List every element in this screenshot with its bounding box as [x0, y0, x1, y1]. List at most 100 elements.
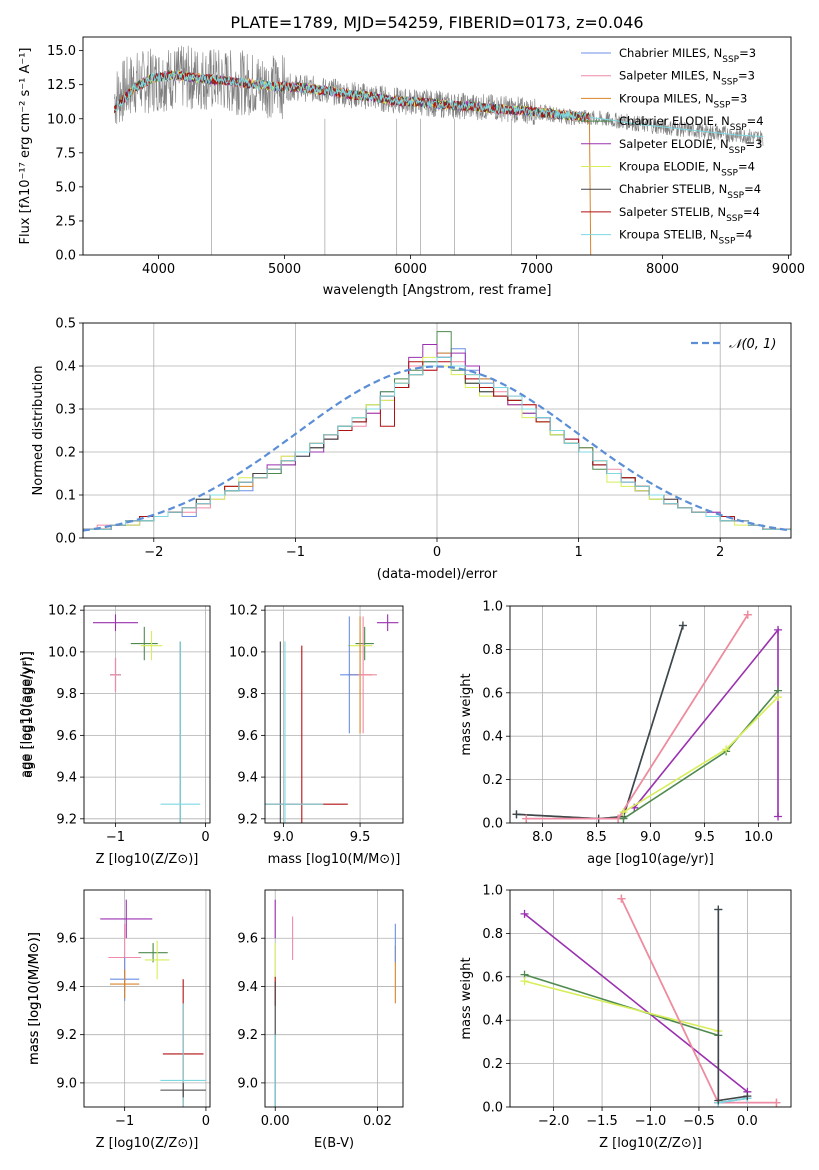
y-tick-label: 0.5	[55, 317, 76, 332]
plot-area-weight-vs-Z	[510, 890, 791, 1107]
x-axis-label: mass [log10(M/M⊙)]	[268, 852, 401, 867]
y-tick-label: 9.4	[237, 771, 258, 786]
y-tick-label: 0.4	[55, 360, 76, 375]
plot-area-mass-vs-Z	[84, 890, 210, 1107]
miles-cutoff	[588, 117, 592, 255]
y-tick-label: 0.8	[482, 643, 503, 658]
errorbar-point	[144, 940, 170, 980]
errorbar-point	[93, 614, 138, 632]
y-tick-label: 12.5	[47, 78, 76, 93]
y-tick-label: 10.2	[229, 604, 258, 619]
weight-marker	[774, 625, 783, 634]
y-tick-label: 0.2	[482, 1057, 503, 1072]
errorbar-point	[138, 943, 168, 963]
y-tick-label: 0.6	[482, 970, 503, 985]
y-tick-label: 9.2	[237, 1028, 258, 1043]
y-tick-label: 15.0	[47, 44, 76, 59]
weight-line	[524, 980, 719, 1032]
x-tick-label: 0.02	[363, 1114, 392, 1129]
y-tick-label: 9.2	[237, 812, 258, 827]
errorbar-point	[376, 614, 399, 632]
y-tick-label: 9.2	[56, 1028, 77, 1043]
y-tick-label: 1.0	[482, 600, 503, 615]
axes-frame	[82, 322, 792, 539]
y-tick-label: 9.8	[237, 687, 258, 702]
y-axis-label-mass: mass [log10(M/M⊙)]	[27, 932, 42, 1065]
y-tick-label: 0.0	[55, 249, 76, 264]
weight-marker	[714, 905, 723, 914]
figure-title: PLATE=1789, MJD=54259, FIBERID=0173, z=0…	[230, 13, 643, 32]
panel-mass-vs-ebv: 0.00 0.02 9.0 9.2 9.4 9.6 E(B-V)	[237, 889, 404, 1151]
y-tick-label: 9.6	[237, 729, 258, 744]
y-tick-label: 2.5	[55, 214, 76, 229]
x-tick-label: 8.0	[532, 830, 553, 845]
x-axis-label: Z [log10(Z/Z⊙)]	[96, 1136, 199, 1151]
model-fit-salpeter-stelib	[114, 69, 590, 124]
y-tick-label: 5.0	[55, 180, 76, 195]
model-fit-kroupa-stelib	[114, 70, 590, 123]
y-tick-label: 0.4	[482, 1014, 503, 1029]
plots-layer: 4000 5000 6000 7000 8000 90000.02.55.07.510.0…	[18, 36, 805, 1151]
legend-label: Kroupa STELIB, NSSP=4	[619, 228, 752, 247]
errorbar-point	[140, 631, 163, 661]
weight-line	[524, 973, 719, 1037]
errorbar-point	[160, 641, 201, 823]
x-tick-label: 8000	[646, 262, 679, 277]
x-tick-label: 9.0	[640, 830, 661, 845]
plot-area-spectrum	[114, 45, 764, 255]
x-tick-label: 9.0	[273, 830, 294, 845]
x-tick-label: 9.5	[694, 830, 715, 845]
weight-marker	[722, 745, 731, 754]
y-tick-label: 9.2	[56, 812, 77, 827]
x-tick-label: 9.5	[350, 830, 371, 845]
weight-marker	[774, 693, 783, 702]
x-axis-label: Z [log10(Z/Z⊙)]	[599, 1136, 702, 1151]
y-tick-label: 9.6	[56, 729, 77, 744]
y-tick-label: 10.0	[229, 645, 258, 660]
weight-marker	[743, 610, 752, 619]
x-axis-label: wavelength [Angstrom, rest frame]	[323, 283, 552, 298]
errorbar-point	[160, 1082, 206, 1098]
y-axis-label: age [log10(age/yr)]	[19, 651, 34, 778]
errorbar-point	[340, 616, 359, 734]
x-tick-label: −1.0	[635, 1114, 667, 1129]
y-tick-label: 10.0	[48, 645, 77, 660]
x-tick-label: 0	[201, 830, 209, 845]
x-tick-label: −1	[106, 830, 125, 845]
y-tick-label: 0.4	[482, 730, 503, 745]
x-tick-label: 0.00	[261, 1114, 290, 1129]
y-tick-label: 9.8	[56, 687, 77, 702]
weight-marker	[774, 812, 783, 821]
y-tick-label: 9.4	[56, 980, 77, 995]
errorbar-point	[160, 1003, 206, 1107]
normal-curve	[83, 365, 791, 532]
weight-marker	[743, 1092, 752, 1101]
panel-spectrum: 4000 5000 6000 7000 8000 9000 0.0 2.5 5.0 7.5 10.0…	[18, 36, 805, 298]
y-tick-label: 7.5	[55, 146, 76, 161]
errorbar-point	[265, 641, 324, 823]
x-axis-label: Z [log10(Z/Z⊙)]	[96, 852, 199, 867]
x-tick-label: 10.0	[744, 830, 773, 845]
stelib-extension	[589, 116, 764, 137]
panel-mass-vs-Z: −1 0 9.0 9.2 9.4 9.6 Z [log10(Z/Z⊙)] mass [log1…	[27, 889, 211, 1151]
y-axis-label-age: age [log10(age/yr)]	[21, 651, 36, 778]
model-fit-chabrier-stelib	[114, 69, 590, 122]
y-tick-label: 9.0	[56, 1076, 77, 1091]
legend-label: Kroupa ELODIE, NSSP=4	[619, 160, 755, 179]
weight-marker	[714, 1096, 723, 1105]
plot-area-residuals	[83, 323, 791, 538]
errorbar-point	[110, 969, 140, 999]
x-axis-label: age [log10(age/yr)]	[587, 852, 714, 867]
y-tick-label: 0.0	[55, 532, 76, 547]
axes-frame	[82, 36, 792, 256]
legend-label-normal: 𝒩(0, 1)	[729, 337, 776, 352]
weight-marker	[617, 894, 626, 903]
x-tick-label: 7000	[520, 262, 553, 277]
weight-marker	[522, 814, 531, 823]
x-tick-label: 2	[716, 545, 724, 560]
x-tick-label: 4000	[142, 262, 175, 277]
x-tick-label: 0	[202, 1114, 210, 1129]
weight-marker	[619, 808, 628, 817]
weight-marker	[520, 909, 529, 918]
weight-line	[524, 913, 748, 1093]
